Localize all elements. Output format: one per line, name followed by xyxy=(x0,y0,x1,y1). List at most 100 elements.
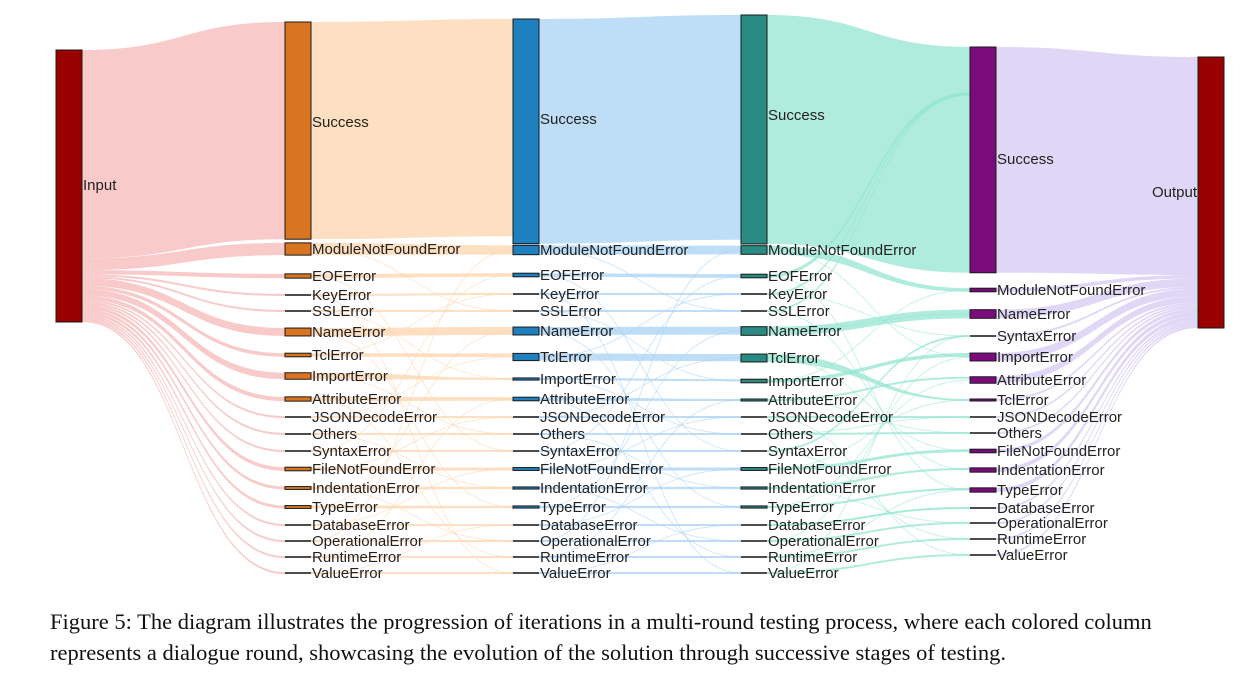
round3-label-nameerror: NameError xyxy=(768,323,841,340)
sankey-diagram: Input Output Success ModuleNotFoundError EOF… xyxy=(55,14,1225,582)
round3-node-nameerror xyxy=(740,326,768,336)
round3-label-modulenotfounderror: ModuleNotFoundError xyxy=(768,242,916,259)
round4-node-typeerror xyxy=(969,487,997,493)
round2-label-sslerror: SSLError xyxy=(540,303,602,320)
round1-label-sslerror: SSLError xyxy=(312,303,374,320)
link-round3-importerror-to-round4 xyxy=(767,353,970,383)
round3-node-importerror xyxy=(740,378,768,384)
round2-node-filenotfounderror xyxy=(512,467,540,471)
crossing-link-round1-filenotfounderror xyxy=(310,416,514,470)
round2-node-importerror xyxy=(512,377,540,381)
round3-node-typeerror xyxy=(740,505,768,509)
crossing-link-round1-valueerror xyxy=(310,524,514,574)
link-round4-to-output-modulenotfounderror xyxy=(996,275,1198,292)
link-input-to-round1-success xyxy=(82,22,285,259)
round4-node-indentationerror xyxy=(969,467,997,473)
round3-label-sslerror: SSLError xyxy=(768,303,830,320)
crossing-link-round3-valueerror xyxy=(766,335,971,574)
round2-node-attributeerror xyxy=(512,396,540,402)
link-round4-to-output-importerror xyxy=(996,288,1198,361)
crossing-link-round1-importerror xyxy=(310,375,514,435)
crossing-link-round3-indentationerror xyxy=(766,487,971,524)
link-round4-to-output-attributeerror xyxy=(996,296,1198,384)
round1-label-keyerror: KeyError xyxy=(312,287,371,304)
sankey-links xyxy=(82,15,1198,574)
link-round4-to-output-filenotfounderror xyxy=(996,308,1198,453)
link-round4-to-output-operationalerror xyxy=(996,322,1198,524)
round2-label-typeerror: TypeError xyxy=(540,499,606,516)
crossing-link-round2-keyerror xyxy=(538,293,742,574)
crossing-link-round3-syntaxerror xyxy=(766,450,971,540)
link-round1-runtimeerror-to-round2 xyxy=(311,556,513,558)
round4-label-runtimeerror: RuntimeError xyxy=(997,531,1086,548)
round1-node-attributeerror xyxy=(284,396,312,402)
round3-label-jsondecodeerror: JSONDecodeError xyxy=(768,409,893,426)
link-input-to-round1-others xyxy=(82,301,285,435)
link-input-to-round1-tclerror xyxy=(82,285,285,357)
round1-label-others: Others xyxy=(312,426,357,443)
round1-label-valueerror: ValueError xyxy=(312,565,383,582)
round2-node-typeerror xyxy=(512,505,540,509)
round2-label-runtimeerror: RuntimeError xyxy=(540,549,629,566)
link-round2-sslerror-to-round3 xyxy=(539,310,741,312)
link-round2-importerror-to-round3 xyxy=(539,377,741,382)
link-round3-sslerror-to-round4 xyxy=(767,93,970,312)
link-round1-filenotfounderror-to-round2 xyxy=(311,467,513,471)
round4-label-importerror: ImportError xyxy=(997,349,1073,366)
link-round1-modulenotfounderror-to-round2 xyxy=(311,242,513,256)
link-round3-operationalerror-to-round4 xyxy=(767,522,970,542)
round3-label-keyerror: KeyError xyxy=(768,286,827,303)
link-round3-jsondecodeerror-to-round4 xyxy=(767,416,970,418)
link-round2-filenotfounderror-to-round3 xyxy=(539,467,741,471)
round1-label-indentationerror: IndentationError xyxy=(312,480,420,497)
input-node xyxy=(55,49,83,323)
output-node xyxy=(1197,56,1225,329)
crossing-link-round1-operationalerror xyxy=(310,249,514,542)
crossing-link-round2-syntaxerror xyxy=(538,275,742,452)
round2-label-modulenotfounderror: ModuleNotFoundError xyxy=(540,242,688,259)
round2-label-databaseerror: DatabaseError xyxy=(540,517,638,534)
round1-label-jsondecodeerror: JSONDecodeError xyxy=(312,409,437,426)
crossing-link-round3-others xyxy=(766,416,971,435)
link-round4-to-output-indentationerror xyxy=(996,311,1198,473)
round2-node-indentationerror xyxy=(512,486,540,490)
crossing-link-round2-filenotfounderror xyxy=(538,416,742,470)
round3-label-success: Success xyxy=(768,107,825,124)
link-round2-typeerror-to-round3 xyxy=(539,505,741,509)
round4-label-databaseerror: DatabaseError xyxy=(997,500,1095,517)
link-round2-tclerror-to-round3 xyxy=(539,353,741,362)
round2-label-syntaxerror: SyntaxError xyxy=(540,443,619,460)
round3-label-valueerror: ValueError xyxy=(768,565,839,582)
round1-node-typeerror xyxy=(284,505,312,509)
crossing-link-round2-operationalerror xyxy=(538,249,742,542)
crossing-link-round3-nameerror xyxy=(766,313,971,332)
link-round2-success-to-round3 xyxy=(539,15,741,244)
link-round3-typeerror-to-round4 xyxy=(767,487,970,509)
crossing-link-round1-syntaxerror xyxy=(310,274,514,452)
crossing-link-round2-sslerror xyxy=(538,310,742,382)
crossing-link-round1-jsondecodeerror xyxy=(310,356,514,418)
crossing-link-round3-eoferror xyxy=(766,275,971,491)
crossing-link-round2-typeerror xyxy=(538,330,742,508)
round4-node-success xyxy=(969,46,997,274)
round3-label-syntaxerror: SyntaxError xyxy=(768,443,847,460)
round4-label-others: Others xyxy=(997,425,1042,442)
round4-label-indentationerror: IndentationError xyxy=(997,462,1105,479)
round2-label-eoferror: EOFError xyxy=(540,267,604,284)
round1-node-success xyxy=(284,21,312,240)
round4-label-syntaxerror: SyntaxError xyxy=(997,328,1076,345)
round2-label-indentationerror: IndentationError xyxy=(540,480,648,497)
round4-label-attributeerror: AttributeError xyxy=(997,372,1086,389)
crossing-link-round2-indentationerror xyxy=(538,487,742,542)
round2-label-attributeerror: AttributeError xyxy=(540,391,629,408)
crossing-link-round3-databaseerror xyxy=(766,507,971,526)
link-round4-to-output-databaseerror xyxy=(996,320,1198,509)
round1-label-typeerror: TypeError xyxy=(312,499,378,516)
round1-node-modulenotfounderror xyxy=(284,242,312,256)
link-round1-jsondecodeerror-to-round2 xyxy=(311,416,513,418)
link-round1-typeerror-to-round2 xyxy=(311,505,513,509)
link-round1-syntaxerror-to-round2 xyxy=(311,450,513,452)
round2-label-success: Success xyxy=(540,111,597,128)
crossing-link-round1-databaseerror xyxy=(310,468,514,526)
round1-node-nameerror xyxy=(284,327,312,337)
